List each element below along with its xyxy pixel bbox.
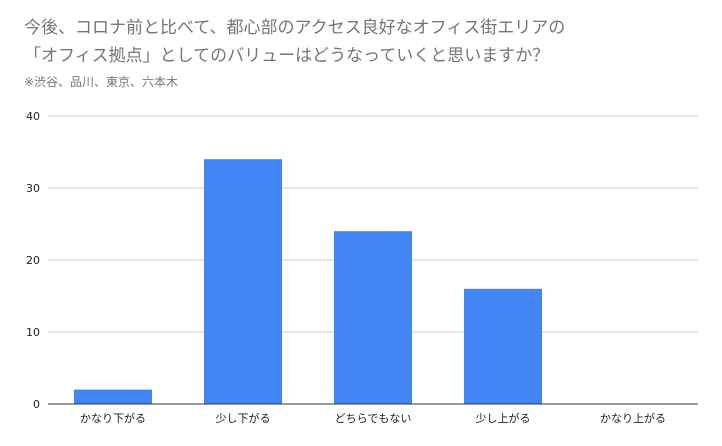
x-tick-label: かなり上がる (600, 411, 666, 425)
y-tick-label: 40 (26, 110, 40, 123)
y-tick-label: 0 (33, 398, 40, 411)
x-tick-label: 少し下がる (216, 411, 271, 425)
x-tick-label: かなり下がる (80, 411, 146, 425)
bar (74, 389, 152, 404)
bar (204, 159, 282, 404)
x-axis-tick-labels: かなり下がる 少し下がる どちらでもない 少し上がる かなり上がる (80, 411, 666, 425)
bars (74, 159, 542, 404)
chart-subtitle: ※渋谷、品川、東京、六本木 (24, 75, 179, 89)
chart-title-block: 今後、コロナ前と比べて、都心部のアクセス良好なオフィス街エリアの 「オフィス拠点… (24, 14, 704, 92)
y-tick-label: 20 (26, 254, 40, 267)
bar (334, 231, 412, 404)
y-tick-label: 10 (26, 326, 40, 339)
x-tick-label: 少し上がる (476, 411, 531, 425)
chart-title-line-1: 今後、コロナ前と比べて、都心部のアクセス良好なオフィス街エリアの (24, 18, 566, 38)
x-tick-label: どちらでもない (335, 412, 412, 425)
y-axis-tick-labels: 0 10 20 30 40 (26, 110, 40, 411)
y-tick-label: 30 (26, 182, 40, 195)
bar (464, 288, 542, 404)
chart-title-line-2: 「オフィス拠点」としてのバリューはどうなっていくと思いますか？ (24, 46, 550, 66)
